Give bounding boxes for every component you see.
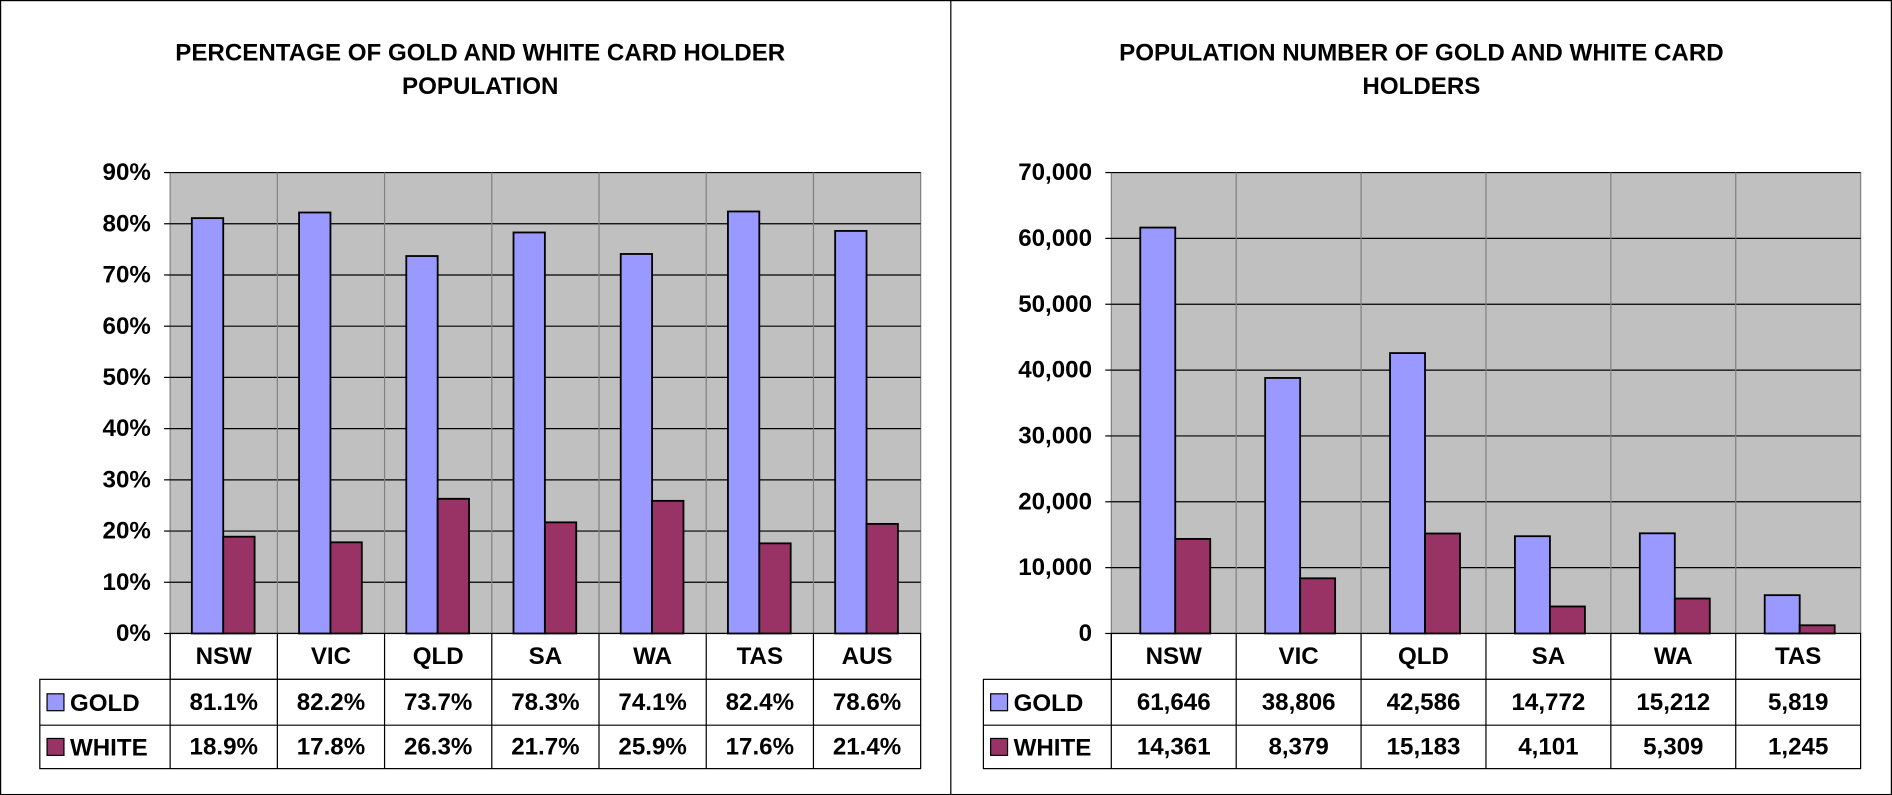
bar	[619, 253, 654, 635]
data-table	[39, 678, 922, 770]
bar	[1638, 532, 1676, 635]
bar	[298, 211, 332, 635]
bar	[1673, 597, 1711, 635]
data-label: 15,212	[1636, 689, 1710, 716]
x-tick-label: TAS	[1775, 643, 1821, 670]
y-tick-label: 50,000	[1018, 291, 1092, 318]
data-label: 5,309	[1643, 733, 1703, 760]
y-tick-label: 60,000	[1018, 225, 1092, 252]
data-label: 78.6%	[833, 689, 901, 716]
data-label: 17.8%	[297, 733, 365, 760]
legend-key	[990, 693, 1009, 712]
y-tick-label: 0%	[116, 620, 151, 647]
x-tick-label: WA	[1654, 643, 1693, 670]
chart-title: PERCENTAGE OF GOLD AND WHITE CARD HOLDER…	[175, 39, 786, 101]
legend-key	[46, 737, 65, 756]
x-tick-label: NSW	[1146, 643, 1203, 670]
bar	[651, 499, 685, 635]
legend-label: WHITE	[1014, 735, 1092, 762]
data-label: 25.9%	[618, 733, 686, 760]
data-table	[982, 678, 1862, 770]
bar	[1424, 532, 1461, 635]
x-tick-label: NSW	[196, 643, 253, 670]
bar	[1299, 577, 1337, 635]
x-tick-label: VIC	[311, 643, 351, 670]
data-label: 4,101	[1518, 733, 1578, 760]
data-label: 1,245	[1768, 733, 1828, 760]
data-label: 18.9%	[190, 733, 258, 760]
data-label: 14,772	[1512, 689, 1586, 716]
chart-title: POPULATION NUMBER OF GOLD AND WHITE CARD…	[1119, 39, 1724, 101]
y-tick-label: 60%	[103, 313, 151, 340]
bar	[1549, 605, 1586, 635]
data-label: 26.3%	[404, 733, 472, 760]
bar	[834, 230, 868, 635]
data-label: 21.4%	[833, 733, 901, 760]
data-label: 14,361	[1137, 733, 1211, 760]
bar	[190, 217, 225, 635]
bar	[865, 522, 899, 635]
legend-key	[990, 737, 1009, 756]
x-tick-label: VIC	[1279, 643, 1319, 670]
y-tick-label: 20%	[103, 518, 151, 545]
bar	[222, 535, 256, 635]
data-label: 74.1%	[618, 689, 686, 716]
x-tick-label: QLD	[1398, 643, 1449, 670]
y-tick-label: 20,000	[1018, 488, 1092, 515]
data-label: 73.7%	[404, 689, 472, 716]
data-label: 78.3%	[511, 689, 579, 716]
data-label: 15,183	[1387, 733, 1461, 760]
x-tick-label: AUS	[842, 643, 893, 670]
y-tick-label: 30%	[103, 466, 151, 493]
legend-label: GOLD	[1014, 690, 1084, 717]
bar	[512, 231, 546, 635]
bar	[1389, 352, 1426, 635]
y-tick-label: 90%	[103, 159, 151, 186]
legend-key	[46, 693, 65, 712]
x-tick-label: QLD	[413, 643, 464, 670]
data-label: 8,379	[1268, 733, 1328, 760]
y-tick-label: 70%	[103, 262, 151, 289]
y-tick-label: 70,000	[1018, 159, 1092, 186]
y-tick-label: 80%	[103, 210, 151, 237]
data-label: 42,586	[1387, 689, 1461, 716]
x-tick-label: TAS	[737, 643, 783, 670]
bar	[727, 210, 761, 635]
bar	[758, 542, 792, 635]
data-label: 5,819	[1768, 689, 1828, 716]
data-label: 61,646	[1137, 689, 1211, 716]
data-label: 17.6%	[726, 733, 794, 760]
data-label: 21.7%	[511, 733, 579, 760]
legend-label: GOLD	[70, 690, 140, 717]
bar	[436, 497, 470, 635]
bar	[1174, 538, 1212, 635]
x-tick-label: WA	[633, 643, 672, 670]
bar	[1798, 624, 1836, 635]
y-tick-label: 10,000	[1018, 554, 1092, 581]
bar	[1139, 226, 1177, 635]
y-tick-label: 0	[1079, 620, 1092, 647]
bar	[329, 541, 363, 635]
data-label: 82.4%	[726, 689, 794, 716]
legend-label: WHITE	[70, 735, 148, 762]
y-tick-label: 30,000	[1018, 423, 1092, 450]
bar	[1264, 377, 1302, 635]
bar	[1514, 535, 1551, 635]
y-tick-label: 40%	[103, 415, 151, 442]
data-label: 82.2%	[297, 689, 365, 716]
x-tick-label: SA	[529, 643, 563, 670]
y-tick-label: 50%	[103, 364, 151, 391]
bar	[405, 255, 439, 635]
data-label: 38,806	[1262, 689, 1336, 716]
data-label: 81.1%	[190, 689, 258, 716]
bar	[1763, 594, 1801, 635]
bar	[543, 521, 578, 635]
y-tick-label: 10%	[103, 569, 151, 596]
y-tick-label: 40,000	[1018, 357, 1092, 384]
x-tick-label: SA	[1532, 643, 1566, 670]
